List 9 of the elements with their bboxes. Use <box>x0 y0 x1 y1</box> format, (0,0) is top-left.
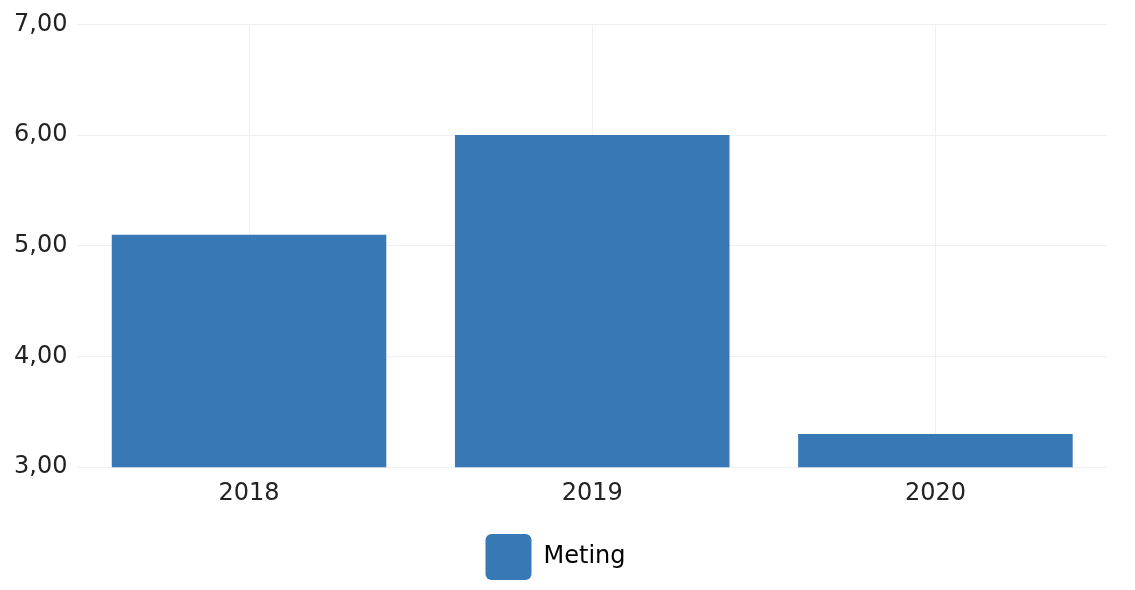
y-tick-label: 3,00 <box>14 451 68 480</box>
x-tick-label: 2018 <box>218 477 280 506</box>
legend-label: Meting <box>543 541 626 570</box>
y-tick-label: 7,00 <box>14 8 68 37</box>
y-tick-label: 4,00 <box>14 340 68 369</box>
x-tick-label: 2019 <box>561 477 623 506</box>
x-tick-label: 2020 <box>904 477 966 506</box>
y-tick-label: 5,00 <box>14 230 68 259</box>
y-tick-label: 6,00 <box>14 119 68 148</box>
